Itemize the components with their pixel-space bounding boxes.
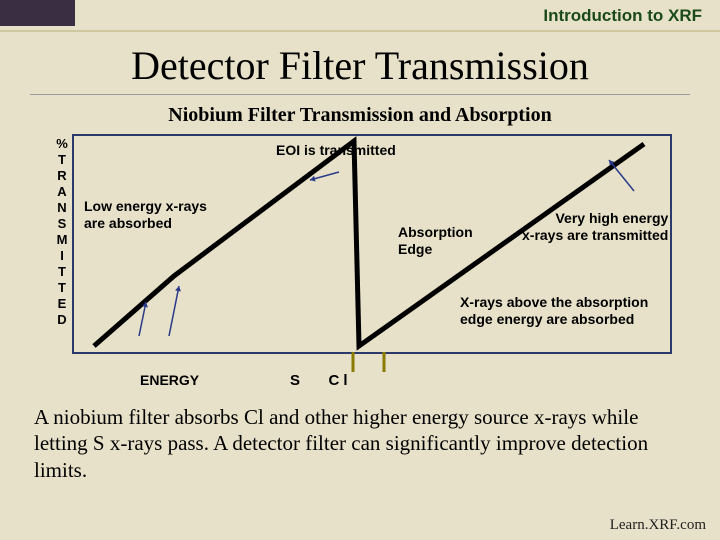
chart-subtitle: Niobium Filter Transmission and Absorpti… — [0, 104, 720, 127]
cl-marker-label: Cl — [329, 372, 352, 389]
header-divider — [0, 30, 720, 32]
annot-eoi: EOI is transmitted — [276, 142, 396, 159]
footer-link: Learn.XRF.com — [610, 517, 706, 534]
page-title: Detector Filter Transmission — [0, 42, 720, 89]
annot-above-edge: X-rays above the absorption edge energy … — [460, 294, 648, 328]
s-marker-label: S — [290, 372, 304, 389]
chart-svg — [74, 136, 674, 376]
s-cl-markers: S Cl — [290, 372, 352, 389]
header-accent — [0, 0, 75, 26]
x-axis-label: ENERGY — [140, 372, 199, 388]
header-title: Introduction to XRF — [543, 6, 702, 26]
annot-low-energy: Low energy x-rays are absorbed — [84, 198, 207, 232]
title-underline — [30, 94, 690, 95]
body-text: A niobium filter absorbs Cl and other hi… — [34, 404, 686, 483]
annot-very-high: Very high energy x-rays are transmitted — [522, 210, 668, 244]
annot-absorption-edge: Absorption Edge — [398, 224, 473, 258]
y-axis-label: %TRANSMITTED — [54, 136, 70, 328]
